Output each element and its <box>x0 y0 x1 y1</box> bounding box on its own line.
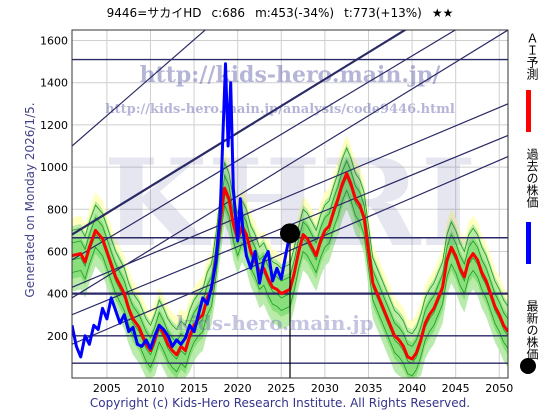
rating-stars: ★★ <box>431 6 454 20</box>
generated-date-note: Generated on Monday 2026/1/5. <box>23 102 37 298</box>
x-tick-label: 2045 <box>442 382 470 395</box>
y-tick-label: 400 <box>47 288 68 301</box>
trend-line <box>72 30 408 236</box>
x-tick-label: 2005 <box>93 382 121 395</box>
latest-price-marker <box>280 223 300 244</box>
x-tick-label: 2040 <box>398 382 426 395</box>
legend-past-swatch <box>526 222 531 264</box>
x-tick-label: 2035 <box>354 382 382 395</box>
watermark-lower: kids-hero.main.jp <box>176 311 373 335</box>
copyright-footer: Copyright (c) Kids-Hero Research Institu… <box>89 396 471 410</box>
price-series <box>72 62 508 361</box>
x-tick-label: 2030 <box>311 382 339 395</box>
legend-latest-dot-icon <box>520 358 536 374</box>
low-target: m:453(-34%) <box>255 6 335 20</box>
high-target: t:773(+13%) <box>344 6 422 20</box>
trend-line <box>72 30 457 261</box>
legend-latest-label: 最新の株価 <box>525 300 539 360</box>
y-tick-label: 1000 <box>40 161 68 174</box>
legend-ai-label: ＡＩ予測 <box>525 32 539 80</box>
y-tick-label: 600 <box>47 245 68 258</box>
x-tick-label: 2025 <box>267 382 295 395</box>
axis-ticks: 2005 2010 2015 2020 2025 2030 2035 2040 2045 2050… <box>40 35 513 395</box>
x-tick-label: 2015 <box>180 382 208 395</box>
y-tick-label: 1600 <box>40 35 68 48</box>
legend: ＡＩ予測 過去の株価 最新の株価 <box>514 0 560 380</box>
plot-frame <box>71 29 509 379</box>
watermark-url-main: http://kids-hero.main.jp/ <box>140 62 442 88</box>
trend-line <box>72 30 508 299</box>
band-contour <box>72 147 508 335</box>
legend-ai-swatch <box>526 90 531 132</box>
watermark-url-analysis: http://kids-hero.main.jp/analysis/code94… <box>105 102 455 117</box>
trend-line <box>72 30 207 147</box>
trend-line <box>72 103 508 288</box>
ticker-label: 9446=サカイHD <box>106 6 202 20</box>
current-price: c:686 <box>211 6 246 20</box>
x-tick-label: 2020 <box>224 382 252 395</box>
y-tick-label: 800 <box>47 203 68 216</box>
chart-header: 9446=サカイHD c:686 m:453(-34%) t:773(+13%) ★★ <box>0 4 560 21</box>
past-price-line <box>72 62 292 359</box>
y-tick-label: 1400 <box>40 77 68 90</box>
x-tick-label: 2050 <box>485 382 513 395</box>
legend-past-label: 過去の株価 <box>525 148 539 208</box>
x-tick-label: 2010 <box>136 382 164 395</box>
latest-marker-group <box>280 223 300 378</box>
y-tick-label: 200 <box>47 330 68 343</box>
band-contour <box>72 189 508 377</box>
y-tick-label: 1200 <box>40 119 68 132</box>
band-contour <box>72 159 508 347</box>
